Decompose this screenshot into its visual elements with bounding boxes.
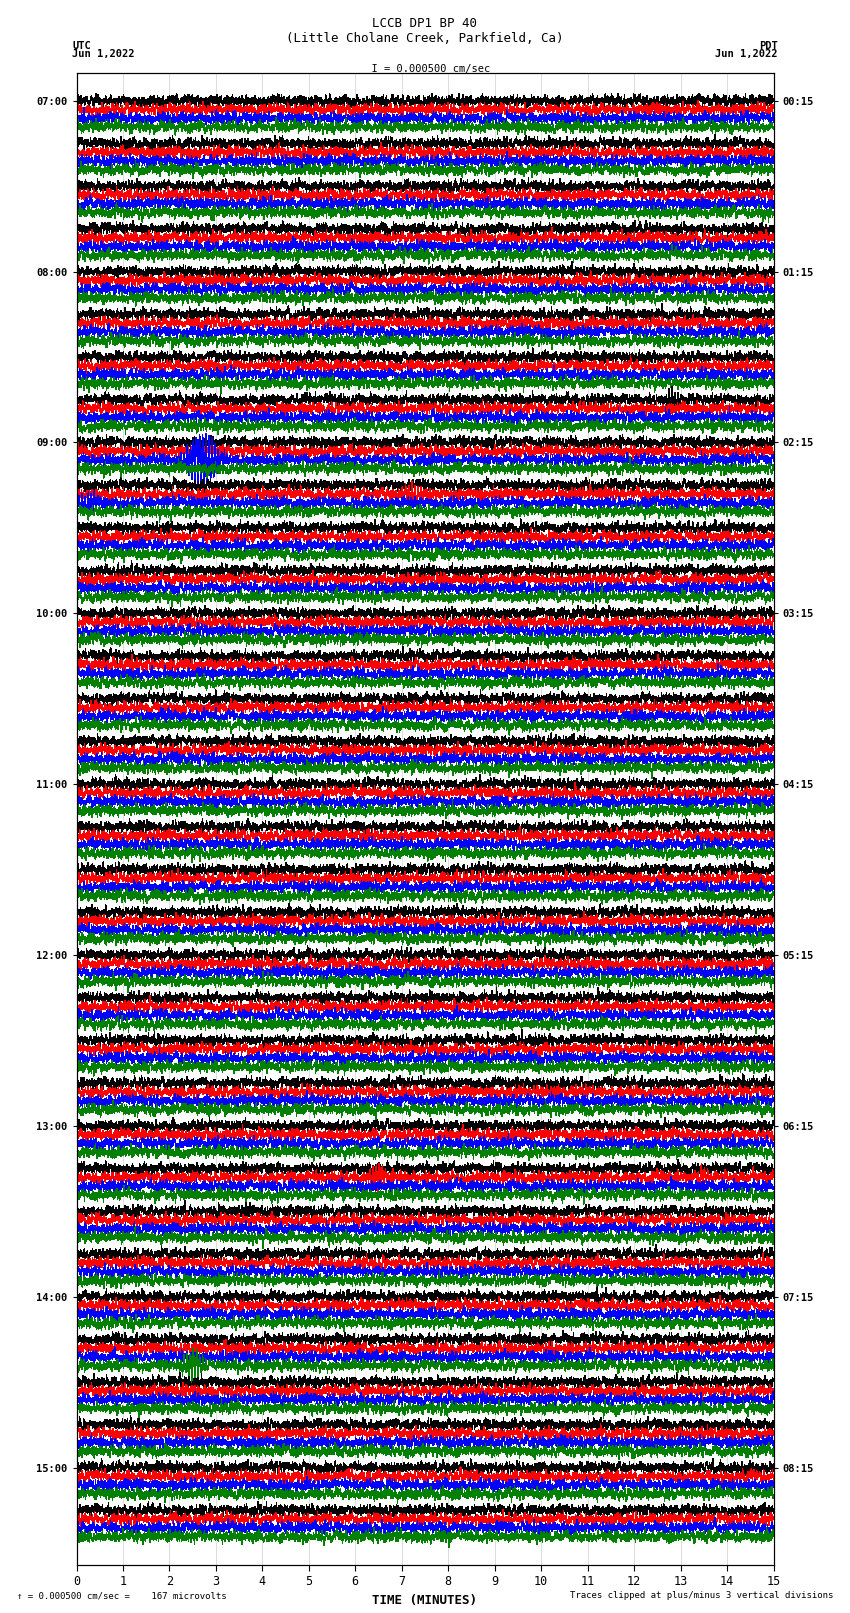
Text: UTC: UTC <box>72 40 91 52</box>
Text: PDT: PDT <box>759 40 778 52</box>
Text: Jun 1,2022: Jun 1,2022 <box>715 50 778 60</box>
Text: Jun 1,2022: Jun 1,2022 <box>72 50 135 60</box>
Title: LCCB DP1 BP 40
(Little Cholane Creek, Parkfield, Ca): LCCB DP1 BP 40 (Little Cholane Creek, Pa… <box>286 18 564 45</box>
Text: ↑ = 0.000500 cm/sec =    167 microvolts: ↑ = 0.000500 cm/sec = 167 microvolts <box>17 1590 227 1600</box>
X-axis label: TIME (MINUTES): TIME (MINUTES) <box>372 1594 478 1607</box>
Text: Traces clipped at plus/minus 3 vertical divisions: Traces clipped at plus/minus 3 vertical … <box>570 1590 833 1600</box>
Text: I = 0.000500 cm/sec: I = 0.000500 cm/sec <box>360 65 490 74</box>
